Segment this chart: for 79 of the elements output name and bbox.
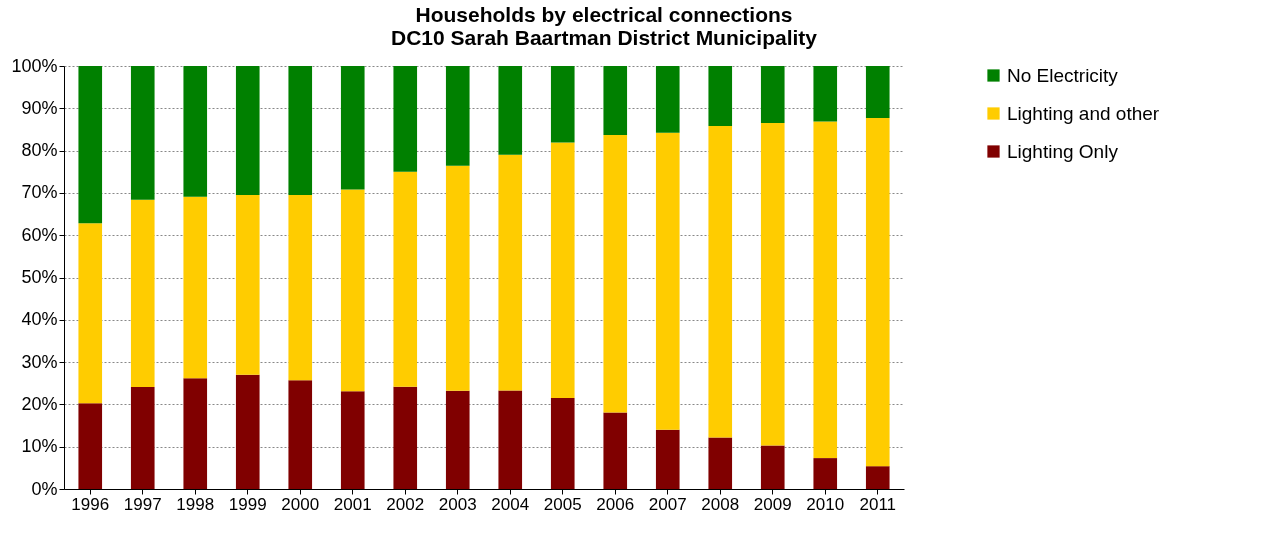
bar: [130, 199, 155, 388]
chart-title: Households by electrical connections DC10 Sarah Baartman District Municipality: [391, 3, 818, 49]
bar: [288, 195, 313, 381]
y-tick-label: 60%: [21, 224, 58, 245]
bar: [445, 165, 470, 391]
bar: [865, 118, 890, 467]
bar: [760, 445, 785, 489]
bar: [288, 66, 313, 196]
bar: [445, 66, 470, 166]
bar: [78, 66, 103, 224]
bar: [445, 390, 470, 489]
x-tick-label: 1999: [228, 494, 267, 514]
x-tick-label: 2006: [596, 494, 635, 514]
bar: [865, 466, 890, 489]
bar: [235, 66, 260, 196]
y-tick-label: 50%: [21, 267, 58, 287]
x-tick-label: 1996: [71, 494, 110, 514]
bar: [708, 437, 733, 489]
bar: [235, 195, 260, 375]
bar: [183, 66, 208, 197]
bar: [760, 123, 785, 446]
x-tick-label: 2007: [648, 494, 687, 514]
bar: [130, 387, 155, 489]
bar: [498, 390, 523, 489]
x-tick-label: 2000: [281, 494, 320, 514]
bar: [393, 171, 418, 387]
x-tick-label: 2011: [859, 494, 897, 514]
bar: [550, 398, 575, 489]
bar: [235, 374, 260, 489]
y-tick-label: 20%: [21, 393, 58, 414]
y-tick-label: 90%: [21, 97, 58, 118]
bar: [708, 126, 733, 438]
bar: [340, 66, 365, 190]
x-tick-label: 2002: [386, 494, 425, 514]
bar: [78, 403, 103, 489]
bar: [183, 196, 208, 379]
bar: [655, 429, 680, 489]
bar: [708, 66, 733, 127]
x-tick-label: 1998: [176, 494, 215, 514]
legend-label: No Electricity: [1007, 64, 1119, 86]
bar: [813, 121, 838, 459]
bar: [813, 66, 838, 122]
y-tick-label: 100%: [11, 55, 58, 76]
x-tick-label: 2005: [543, 494, 582, 514]
bar: [498, 66, 523, 155]
bar: [603, 412, 628, 489]
bar: [760, 66, 785, 124]
bar: [340, 189, 365, 392]
y-tick-label: 80%: [21, 140, 58, 161]
y-tick-label: 10%: [21, 436, 58, 457]
bar: [550, 66, 575, 143]
bar: [655, 66, 680, 133]
bar: [288, 380, 313, 489]
x-tick-label: 2004: [491, 494, 530, 514]
y-tick-label: 0%: [31, 478, 58, 499]
bar: [393, 386, 418, 489]
x-tick-label: 2008: [701, 494, 740, 514]
bar: [498, 154, 523, 391]
y-tick-label: 40%: [21, 309, 58, 330]
bar: [550, 142, 575, 399]
y-tick-label: 30%: [21, 351, 58, 372]
bar: [603, 134, 628, 413]
legend-label: Lighting Only: [1007, 140, 1119, 162]
x-tick-label: 1997: [123, 494, 162, 514]
x-tick-label: 2009: [753, 494, 792, 514]
bar: [340, 391, 365, 489]
x-tick-label: 2010: [806, 494, 845, 514]
bar: [655, 132, 680, 430]
bar: [865, 66, 890, 119]
bar: [813, 458, 838, 489]
bar: [603, 66, 628, 135]
bar: [130, 66, 155, 200]
x-tick-label: 2003: [438, 494, 477, 514]
bar: [78, 223, 103, 404]
bar: [183, 378, 208, 489]
x-tick-label: 2001: [333, 494, 372, 514]
legend-label: Lighting and other: [1007, 102, 1160, 124]
y-tick-label: 70%: [21, 182, 58, 203]
bar: [393, 66, 418, 172]
